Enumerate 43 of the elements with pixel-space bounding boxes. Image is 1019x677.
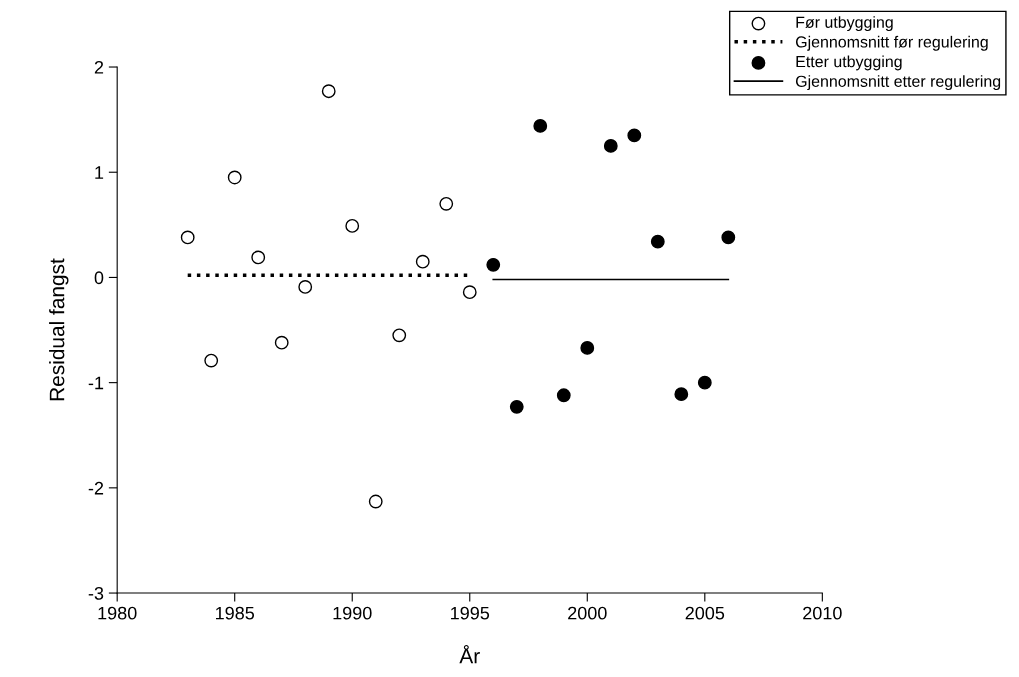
point xyxy=(180,230,195,245)
point xyxy=(603,139,618,153)
point xyxy=(486,257,501,272)
point xyxy=(392,328,407,343)
y-tick-label: -2 xyxy=(88,481,104,495)
point xyxy=(650,234,665,249)
point xyxy=(580,341,595,355)
y-tick-label: 0 xyxy=(94,271,104,285)
legend-label: Etter utbygging xyxy=(796,55,902,71)
x-tick-label: 2000 xyxy=(568,606,607,620)
x-tick-label: 1985 xyxy=(216,606,255,620)
point xyxy=(298,279,313,294)
point xyxy=(533,119,548,133)
point xyxy=(721,230,736,245)
point xyxy=(556,388,571,403)
point xyxy=(627,128,642,143)
x-tick-label: 1980 xyxy=(98,606,137,620)
point xyxy=(509,399,524,414)
x-axis-title: År xyxy=(459,644,480,664)
legend-label: Gjennomsnitt etter regulering xyxy=(795,75,1001,91)
y-tick-label: 1 xyxy=(95,166,104,179)
point xyxy=(697,375,712,390)
point xyxy=(345,218,360,233)
point xyxy=(462,285,477,300)
point xyxy=(251,250,266,265)
x-tick-label: 2010 xyxy=(803,606,842,620)
point xyxy=(674,387,689,402)
y-axis-title: Residual fangst xyxy=(49,258,69,401)
point xyxy=(274,335,289,350)
legend-label: Før utbygging xyxy=(796,16,893,32)
point xyxy=(439,196,454,211)
y-tick-label: -1 xyxy=(88,376,104,390)
y-tick-label: -3 xyxy=(88,586,104,600)
y-tick-label: 2 xyxy=(94,60,104,74)
x-tick-label: 1990 xyxy=(333,606,372,620)
point xyxy=(368,494,383,509)
legend-label: Gjennomsnitt før regulering xyxy=(795,35,988,51)
point xyxy=(415,254,430,269)
point xyxy=(204,353,219,368)
point xyxy=(321,84,336,99)
x-tick-label: 2005 xyxy=(685,606,725,620)
x-tick-label: 1995 xyxy=(451,606,490,620)
point xyxy=(227,170,242,185)
